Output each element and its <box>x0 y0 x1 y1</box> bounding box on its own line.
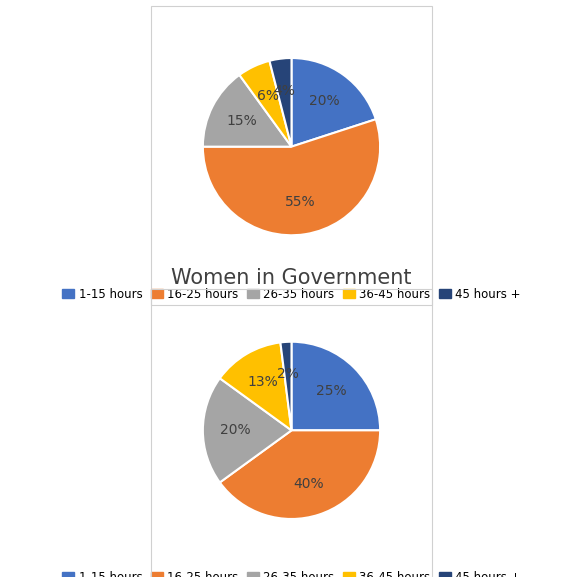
Legend: 1-15 hours, 16-25 hours, 26-35 hours, 36-45 hours, 45 hours +: 1-15 hours, 16-25 hours, 26-35 hours, 36… <box>60 285 523 303</box>
Text: 15%: 15% <box>226 114 257 128</box>
Wedge shape <box>220 342 292 430</box>
Wedge shape <box>269 58 292 147</box>
Text: 4%: 4% <box>273 84 296 98</box>
Text: 2%: 2% <box>277 368 299 381</box>
Text: 20%: 20% <box>309 94 340 108</box>
Wedge shape <box>220 430 380 519</box>
Wedge shape <box>280 342 292 430</box>
Text: 6%: 6% <box>257 89 279 103</box>
Wedge shape <box>203 75 292 147</box>
Text: 13%: 13% <box>248 375 278 389</box>
Text: 25%: 25% <box>316 384 346 398</box>
Wedge shape <box>203 379 292 482</box>
Text: 20%: 20% <box>220 424 251 437</box>
Text: 55%: 55% <box>285 195 315 209</box>
Text: 40%: 40% <box>294 477 324 491</box>
Wedge shape <box>240 61 292 147</box>
Wedge shape <box>292 342 380 430</box>
Wedge shape <box>292 58 376 147</box>
Title: Women in Government: Women in Government <box>171 268 412 288</box>
Legend: 1-15 hours, 16-25 hours, 26-35 hours, 36-45 hours, 45 hours +: 1-15 hours, 16-25 hours, 26-35 hours, 36… <box>60 569 523 577</box>
Title: Men in Government: Men in Government <box>188 0 395 5</box>
Wedge shape <box>203 119 380 235</box>
